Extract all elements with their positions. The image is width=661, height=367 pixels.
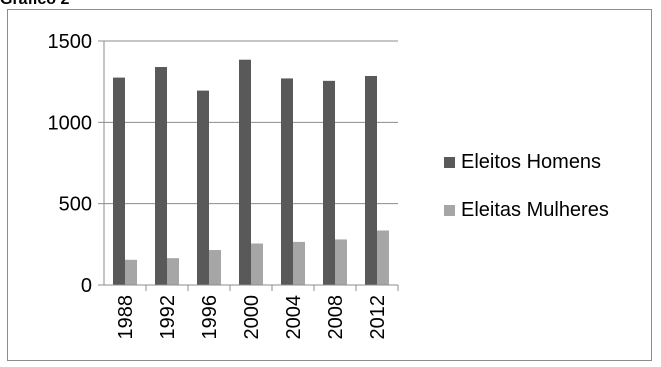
bar-mulheres-1988	[125, 259, 137, 285]
axes	[98, 40, 399, 291]
bars	[113, 59, 389, 286]
x-tick-label: 1992	[157, 295, 179, 340]
bar-homens-1996	[197, 90, 209, 285]
y-tick-label: 1500	[48, 31, 93, 53]
bar-mulheres-2000	[251, 243, 263, 285]
chart-caption: Gráfico 2	[0, 0, 69, 9]
bar-mulheres-2012	[377, 230, 389, 285]
x-tick-label: 2004	[283, 295, 305, 340]
chart-frame	[7, 9, 652, 361]
y-tick-labels: 0 500 1000 1500	[48, 31, 93, 297]
legend: Eleitos Homens Eleitas Mulheres	[444, 151, 609, 221]
legend-label-homens: Eleitos Homens	[461, 151, 601, 173]
bar-mulheres-2008	[335, 239, 347, 285]
bar-mulheres-2004	[293, 241, 305, 285]
legend-label-mulheres: Eleitas Mulheres	[461, 199, 609, 221]
x-tick-label: 1988	[115, 295, 137, 340]
legend-swatch-mulheres	[444, 205, 455, 216]
bar-mulheres-1996	[209, 250, 221, 285]
x-tick-label: 1996	[199, 295, 221, 340]
legend-swatch-homens	[444, 157, 455, 168]
bar-homens-1988	[113, 77, 125, 285]
bar-homens-2004	[281, 78, 293, 285]
y-tick-label: 500	[59, 194, 92, 216]
bar-homens-2012	[365, 75, 377, 286]
x-tick-label: 2000	[241, 295, 263, 340]
x-tick-label: 2008	[325, 295, 347, 340]
x-tick-label: 2012	[367, 295, 389, 340]
y-tick-label: 1000	[48, 112, 93, 134]
bar-homens-2000	[239, 59, 251, 285]
bar-homens-2008	[323, 80, 335, 285]
bar-mulheres-1992	[167, 258, 179, 285]
y-tick-label: 0	[81, 275, 92, 297]
x-tick-labels: 1988 1992 1996 2000 2004 2008 2012	[115, 295, 389, 340]
bar-homens-1992	[155, 67, 167, 285]
